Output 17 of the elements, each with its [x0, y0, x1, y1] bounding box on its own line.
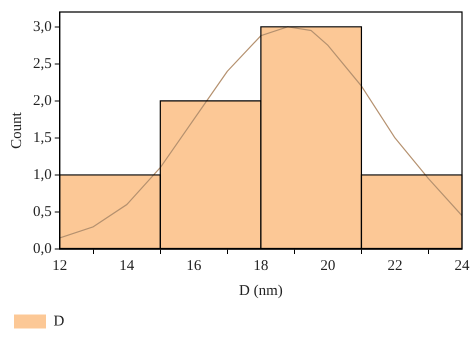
x-tick-label: 14	[119, 258, 135, 274]
y-tick-label: 0,0	[33, 240, 52, 257]
x-tick-label: 24	[454, 258, 470, 274]
y-axis-title: Count	[8, 111, 25, 149]
x-axis-title: D (nm)	[239, 282, 283, 299]
x-tick-label: 22	[387, 258, 402, 274]
x-tick-label: 12	[52, 258, 68, 274]
x-tick-label: 16	[186, 258, 202, 274]
y-tick-label: 2,0	[33, 92, 52, 109]
y-tick-label: 0,5	[33, 204, 52, 220]
x-tick-label: 18	[253, 258, 268, 274]
legend-label: D	[54, 313, 64, 330]
y-tick-label: 1,5	[33, 130, 52, 146]
x-tick-label: 20	[320, 258, 336, 274]
y-tick-label: 2,5	[33, 56, 52, 72]
y-tick-label: 3,0	[33, 18, 52, 35]
y-tick-label: 1,0	[33, 166, 52, 183]
